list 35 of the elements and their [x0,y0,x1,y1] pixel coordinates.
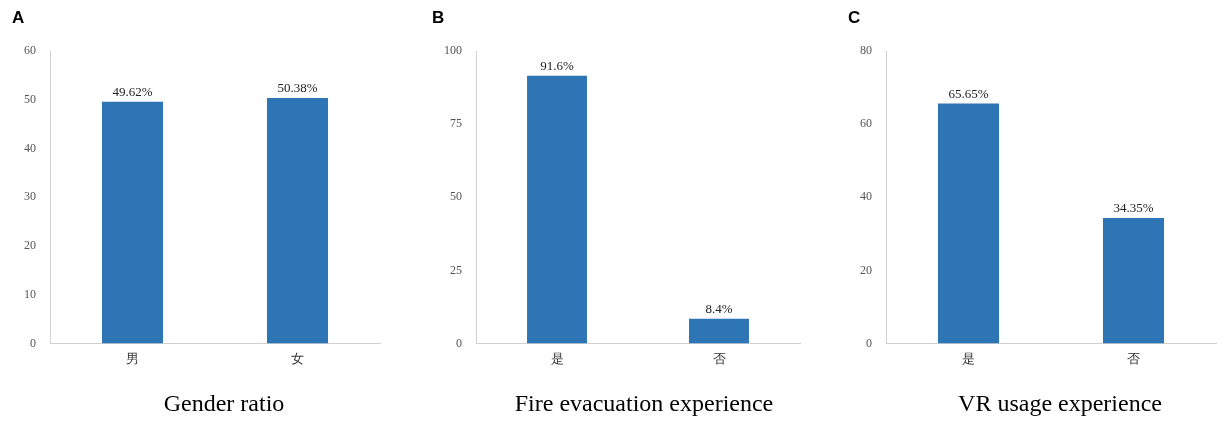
x-axis-title: Gender ratio [162,390,286,417]
chart-title: B [432,8,445,28]
y-tick-label: 30 [24,189,36,204]
data-label: 65.65% [948,85,989,101]
data-label: 49.62% [112,83,153,99]
y-tick-label: 50 [450,189,462,204]
y-tick-label: 10 [24,286,36,301]
chart-title: A [12,8,25,28]
x-tick-label: 女 [291,350,304,366]
x-axis-title: VR usage experience [957,390,1163,417]
data-label: 34.35% [1113,199,1154,215]
y-tick-label: 60 [24,43,36,58]
y-tick-label: 40 [24,140,36,155]
y-tick-label: 80 [860,43,872,58]
x-axis-title: Fire evacuation experience [513,390,775,417]
x-tick-label: 男 [126,350,139,366]
y-tick-label: 100 [444,43,462,58]
y-tick-label: 40 [860,189,872,204]
data-label: 50.38% [277,79,318,95]
y-tick-label: 20 [860,262,872,277]
y-tick-label: 0 [866,335,872,350]
y-tick-label: 0 [30,335,36,350]
y-tick-label: 75 [450,116,462,131]
y-tick-label: 50 [24,92,36,107]
x-tick-label: 否 [1127,350,1140,366]
data-label: 91.6% [540,57,574,73]
y-tick-label: 25 [450,262,462,277]
y-tick-label: 20 [24,238,36,253]
chart-title: C [848,8,861,28]
x-tick-label: 否 [712,350,726,366]
y-tick-label: 0 [456,335,462,350]
data-label: 8.4% [705,300,733,316]
y-tick-label: 60 [860,116,872,131]
x-tick-label: 是 [962,350,975,366]
x-tick-label: 是 [550,350,564,366]
